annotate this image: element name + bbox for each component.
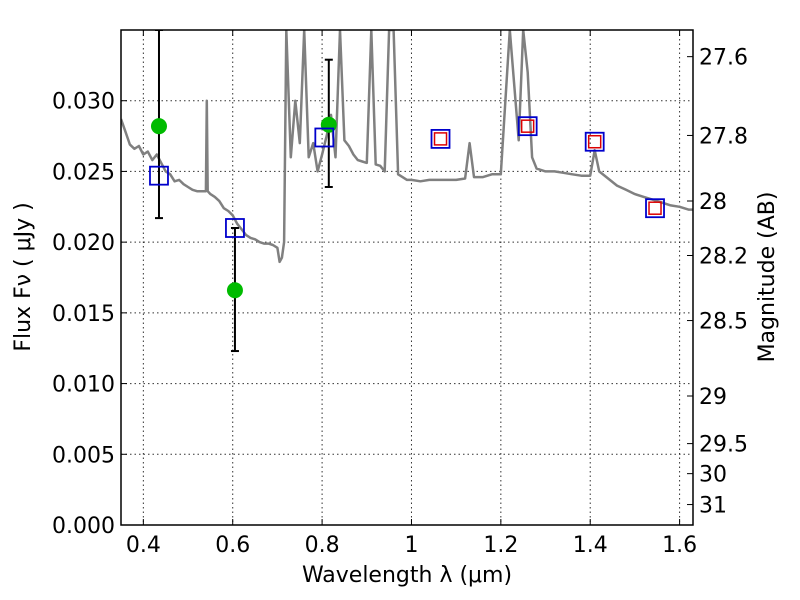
model-point	[149, 165, 169, 186]
y-tick-label: 0.005	[52, 443, 115, 468]
x-tick-label: 1.6	[662, 533, 697, 558]
right-tick-label: 28.2	[699, 244, 748, 269]
model-point-inner	[520, 119, 535, 133]
x-tick-label: 0.6	[215, 533, 250, 558]
right-tick-label: 27.8	[699, 124, 748, 149]
right-tick-label: 28	[699, 190, 727, 215]
x-tick-label: 0.8	[305, 533, 340, 558]
x-axis-ticks: 0.4 0.6 0.8 1 1.2 1.4 1.6	[126, 30, 697, 558]
y-axis-ticks: 0.000 0.005 0.010 0.015 0.020 0.025 0.030	[52, 90, 127, 539]
plot-area	[121, 30, 693, 353]
right-axis-ticks: 27.6 27.8 28 28.2 28.5 29 29.5 30 31	[687, 46, 748, 519]
grid-lines	[121, 30, 693, 526]
right-tick-label: 28.5	[699, 310, 748, 335]
model-photometry-points	[149, 116, 665, 238]
observed-point	[320, 116, 337, 133]
x-tick-label: 1.2	[483, 533, 518, 558]
model-point	[645, 198, 665, 219]
model-point	[430, 128, 451, 149]
observed-point	[150, 118, 167, 135]
right-tick-label: 29	[699, 385, 727, 410]
model-point	[517, 116, 538, 137]
model-point-inner	[433, 132, 448, 146]
y-tick-label: 0.025	[52, 160, 115, 185]
x-tick-label: 0.4	[126, 533, 161, 558]
x-tick-label: 1.4	[573, 533, 608, 558]
sed-model-line	[121, 30, 693, 264]
right-tick-label: 30	[699, 463, 727, 488]
y-tick-label: 0.015	[52, 302, 115, 327]
model-point-inner	[587, 134, 602, 149]
observed-point	[226, 282, 243, 299]
right-tick-label: 27.6	[699, 46, 748, 71]
right-tick-label: 31	[699, 494, 727, 519]
model-point-inner	[648, 201, 662, 215]
right-tick-label: 29.5	[699, 433, 748, 458]
model-point	[314, 127, 335, 148]
y-axis-label: Flux Fν ( μJy )	[11, 202, 36, 351]
plot-frame	[120, 29, 694, 526]
x-tick-label: 1	[404, 533, 418, 558]
model-point	[225, 218, 245, 238]
y-tick-label: 0.010	[52, 373, 115, 398]
x-axis-label: Wavelength λ (μm)	[302, 563, 512, 588]
right-axis-label: Magnitude (AB)	[755, 192, 780, 363]
y-tick-label: 0.020	[52, 231, 115, 256]
model-point	[584, 131, 605, 152]
y-tick-label: 0.000	[52, 514, 115, 539]
plot-background	[121, 30, 693, 525]
y-tick-label: 0.030	[52, 90, 115, 115]
